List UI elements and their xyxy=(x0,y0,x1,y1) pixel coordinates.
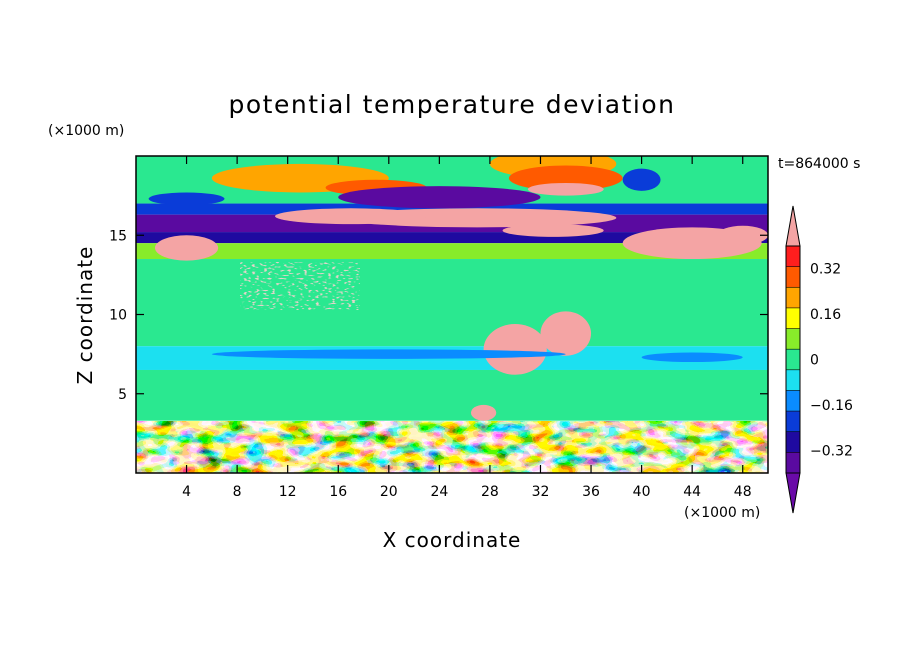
colorbar-swatch xyxy=(786,266,800,288)
x-tick-label: 8 xyxy=(233,484,242,500)
colorbar-swatch xyxy=(786,287,800,308)
x-tick-label: 44 xyxy=(683,484,701,500)
structure-14 xyxy=(483,324,547,375)
colorbar-swatch xyxy=(786,390,800,412)
chart-title: potential temperature deviation xyxy=(229,90,676,119)
time-label: t=864000 s xyxy=(778,156,860,172)
structure-13 xyxy=(717,225,768,245)
x-tick-label: 12 xyxy=(279,484,297,500)
x-unit-label: (×1000 m) xyxy=(684,505,760,521)
colorbar: 0.32 0.16 0 −0.16 −0.32 xyxy=(785,205,853,514)
y-tick-label: 15 xyxy=(109,228,127,244)
structure-10 xyxy=(502,224,604,237)
structure-18 xyxy=(211,349,566,359)
colorbar-over-triangle xyxy=(785,205,801,247)
structure-17 xyxy=(540,276,693,290)
x-tick-label: 48 xyxy=(734,484,752,500)
colorbar-frame xyxy=(785,245,801,474)
band-5 xyxy=(136,259,768,347)
y-unit-label: (×1000 m) xyxy=(48,123,124,139)
band-4 xyxy=(136,243,768,260)
x-axis-label: X coordinate xyxy=(383,528,522,552)
warm-speckle-patches xyxy=(240,262,360,310)
turbulent-boundary-layer xyxy=(136,421,768,473)
structure-7 xyxy=(148,192,225,206)
structure-15 xyxy=(540,311,592,356)
structure-5 xyxy=(527,182,604,196)
x-tick-label: 32 xyxy=(532,484,550,500)
colorbar-tick-label: −0.16 xyxy=(810,398,853,414)
colorbar-swatch xyxy=(786,431,800,453)
x-tick-label: 4 xyxy=(182,484,191,500)
colorbar-swatch xyxy=(786,328,800,350)
colorbar-tick-label: −0.32 xyxy=(810,443,853,459)
colorbar-swatch xyxy=(786,307,800,329)
y-tick-label: 10 xyxy=(109,308,127,324)
x-tick-label: 40 xyxy=(633,484,651,500)
y-tick-label: 5 xyxy=(118,387,127,403)
colorbar-swatch xyxy=(786,411,800,432)
colorbar-swatch xyxy=(786,452,800,473)
colorbar-under-triangle xyxy=(785,472,801,514)
colorbar-swatch xyxy=(786,369,800,391)
colorbar-tick-label: 0 xyxy=(810,353,819,369)
x-tick-label: 28 xyxy=(481,484,499,500)
structure-9 xyxy=(275,208,427,225)
structure-4 xyxy=(508,165,623,191)
colorbar-tick-label: 0.32 xyxy=(810,262,841,278)
colorbar-tick-label: 0.16 xyxy=(810,307,841,323)
structure-11 xyxy=(154,235,219,261)
band-3 xyxy=(136,232,768,244)
structure-16 xyxy=(470,404,497,421)
band-7 xyxy=(136,369,768,421)
structure-6 xyxy=(622,168,661,191)
structure-2 xyxy=(338,186,541,209)
x-tick-label: 20 xyxy=(380,484,398,500)
y-axis-label: Z coordinate xyxy=(73,246,97,385)
colorbar-swatch xyxy=(786,246,800,267)
x-tick-label: 36 xyxy=(582,484,600,500)
heatmap-field xyxy=(136,156,768,473)
colorbar-swatch xyxy=(786,349,800,370)
x-tick-label: 24 xyxy=(430,484,448,500)
structure-19 xyxy=(641,352,743,363)
x-tick-label: 16 xyxy=(329,484,347,500)
